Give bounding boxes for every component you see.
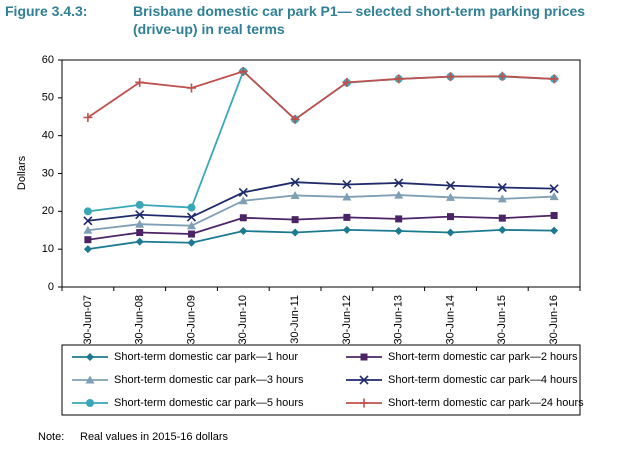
x-tick-label: 30-Jun-08 — [134, 295, 146, 345]
legend-label: Short-term domestic car park—4 hours — [388, 374, 578, 386]
figure-label: Figure 3.4.3: — [5, 3, 87, 19]
x-tick-label: 30-Jun-15 — [496, 295, 508, 345]
note-label: Note: — [38, 431, 64, 443]
point — [290, 177, 300, 187]
legend-label: Short-term domestic car park—1 hour — [114, 351, 298, 363]
point — [291, 216, 299, 224]
point — [135, 237, 144, 246]
point — [342, 225, 351, 234]
point — [83, 113, 93, 123]
point — [187, 221, 196, 230]
point — [239, 227, 248, 236]
x-tick-label: 30-Jun-14 — [444, 295, 456, 345]
point — [342, 192, 352, 201]
x-tick-label: 30-Jun-07 — [82, 295, 94, 345]
x-tick-label: 30-Jun-13 — [393, 295, 405, 345]
legend-marker — [86, 399, 94, 407]
legend-marker — [360, 353, 368, 361]
y-tick-label: 60 — [42, 54, 54, 66]
point — [446, 192, 455, 201]
legend-label: Short-term domestic car park—3 hours — [114, 374, 304, 386]
point — [238, 196, 248, 205]
x-tick-label: 30-Jun-10 — [237, 295, 249, 345]
plot-frame — [61, 59, 581, 288]
point — [186, 212, 197, 222]
legend-label: Short-term domestic car park—24 hours — [388, 397, 584, 409]
point — [291, 228, 300, 237]
point — [83, 245, 92, 254]
point — [84, 236, 92, 244]
y-axis-label: Dollars — [16, 155, 28, 190]
point — [343, 213, 351, 221]
point — [498, 225, 507, 234]
point — [394, 74, 404, 84]
legend-marker — [86, 353, 94, 361]
legend-label: Short-term domestic car park—2 hours — [388, 351, 578, 363]
y-tick-label: 10 — [42, 243, 54, 255]
point — [549, 74, 559, 84]
x-tick-label: 30-Jun-11 — [289, 295, 301, 344]
point — [497, 194, 507, 203]
legend-frame — [61, 344, 581, 416]
point — [136, 229, 144, 237]
point — [83, 207, 92, 216]
point — [238, 66, 248, 76]
legend-label: Short-term domestic car park—5 hours — [114, 397, 304, 409]
point — [188, 230, 195, 238]
point — [550, 226, 559, 235]
legend-marker — [359, 398, 369, 408]
point — [83, 216, 93, 226]
point — [394, 190, 404, 199]
series-line — [87, 181, 555, 222]
point — [445, 181, 456, 191]
point — [135, 77, 145, 87]
y-tick-label: 40 — [42, 130, 54, 142]
point — [290, 114, 300, 124]
point — [135, 210, 145, 220]
point — [342, 179, 352, 190]
point — [497, 182, 507, 193]
legend-marker — [359, 375, 369, 385]
legend-marker — [85, 375, 95, 384]
point — [394, 178, 404, 188]
point — [187, 83, 196, 93]
series-line — [87, 69, 555, 213]
x-tick-label: 30-Jun-12 — [341, 295, 353, 345]
point — [290, 190, 300, 199]
point — [549, 192, 559, 201]
point — [187, 238, 196, 247]
series-line — [87, 228, 555, 251]
point — [135, 219, 145, 228]
series-line — [87, 214, 555, 241]
note: Real values in 2015-16 dollars — [80, 431, 228, 443]
point — [498, 214, 506, 222]
x-tick-label: 30-Jun-16 — [548, 295, 560, 345]
point — [549, 184, 559, 194]
point — [394, 227, 403, 236]
point — [497, 71, 507, 81]
y-tick-label: 20 — [42, 205, 54, 217]
series-line — [87, 70, 555, 121]
point — [187, 203, 196, 212]
point — [83, 225, 93, 234]
point — [550, 211, 558, 219]
point — [239, 214, 247, 222]
y-tick-label: 50 — [42, 92, 54, 104]
point — [446, 228, 455, 237]
point — [135, 200, 144, 209]
point — [395, 215, 403, 223]
y-tick-label: 30 — [42, 167, 54, 179]
point — [238, 187, 248, 197]
y-tick-label: 0 — [48, 281, 54, 293]
point — [446, 72, 455, 82]
x-tick-label: 30-Jun-09 — [185, 295, 197, 345]
point — [342, 77, 352, 87]
chart-title: Brisbane domestic car park P1— selected … — [133, 3, 585, 37]
series-line — [87, 194, 555, 232]
point — [447, 213, 454, 221]
